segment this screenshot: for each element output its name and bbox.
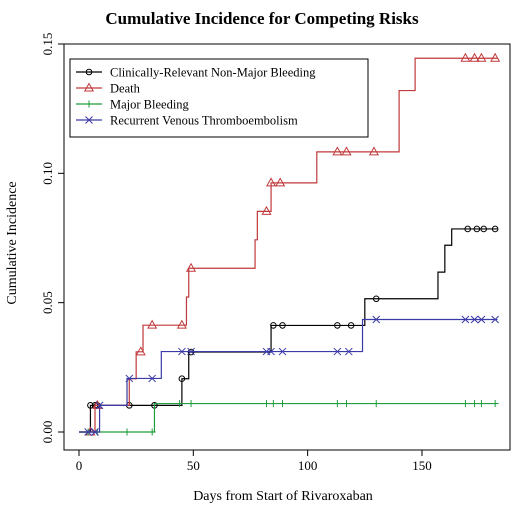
censor-marker-major-bleeding: [491, 400, 499, 408]
censor-marker-death: [490, 52, 501, 62]
censor-marker-recurrent-venous-thromboembolism: [344, 347, 353, 356]
censor-marker-clinically-relevant-non-major-bleeding: [178, 375, 186, 383]
censor-marker-recurrent-venous-thromboembolism: [267, 347, 275, 356]
censor-marker-recurrent-venous-thromboembolism: [372, 315, 381, 324]
series-recurrent-venous-thromboembolism: [79, 315, 499, 436]
legend-marker-major-bleeding: [85, 100, 93, 108]
y-tick-label: 0.15: [40, 33, 55, 56]
censor-marker-death: [460, 52, 471, 62]
x-tick-label: 100: [298, 458, 318, 473]
y-tick-label: 0.05: [40, 291, 55, 314]
series-clinically-relevant-non-major-bleeding: [79, 225, 499, 433]
censor-marker-death: [176, 319, 187, 329]
censor-marker-death: [266, 177, 277, 187]
censor-marker-major-bleeding: [187, 400, 195, 408]
series-line-major-bleeding: [79, 402, 498, 433]
x-tick-label: 50: [187, 458, 200, 473]
censor-marker-clinically-relevant-non-major-bleeding: [491, 225, 499, 233]
censor-marker-death: [341, 146, 352, 156]
censor-marker-recurrent-venous-thromboembolism: [461, 315, 470, 324]
censor-marker-recurrent-venous-thromboembolism: [477, 315, 486, 324]
censor-marker-death: [185, 262, 197, 272]
censor-marker-recurrent-venous-thromboembolism: [187, 347, 195, 356]
series-line-recurrent-venous-thromboembolism: [79, 318, 498, 433]
censor-marker-major-bleeding: [262, 400, 270, 408]
legend-label-clinically-relevant-non-major-bleeding: Clinically-Relevant Non-Major Bleeding: [110, 66, 316, 80]
censor-marker-recurrent-venous-thromboembolism: [125, 374, 134, 383]
censor-marker-clinically-relevant-non-major-bleeding: [279, 322, 286, 329]
y-axis-label: Cumulative Incidence: [5, 181, 20, 304]
censor-marker-recurrent-venous-thromboembolism: [491, 315, 499, 324]
censor-marker-clinically-relevant-non-major-bleeding: [270, 322, 277, 329]
censor-marker-clinically-relevant-non-major-bleeding: [464, 225, 472, 233]
legend-marker-death: [83, 82, 95, 92]
censor-marker-recurrent-venous-thromboembolism: [333, 347, 342, 356]
y-tick-label: 0.10: [40, 162, 55, 185]
censor-marker-major-bleeding: [123, 428, 131, 436]
censor-marker-major-bleeding: [372, 400, 380, 408]
censor-marker-clinically-relevant-non-major-bleeding: [347, 322, 355, 329]
censor-marker-death: [332, 146, 343, 156]
censor-marker-death: [135, 346, 146, 356]
censor-marker-major-bleeding: [333, 400, 341, 408]
x-tick-label: 150: [412, 458, 432, 473]
censor-marker-death: [476, 52, 487, 62]
x-axis: 0 50 100 150: [76, 449, 432, 473]
legend-label-death: Death: [110, 82, 141, 96]
censor-marker-death: [368, 146, 380, 156]
series-layer: [79, 52, 501, 436]
legend-label-major-bleeding: Major Bleeding: [110, 98, 190, 112]
censor-marker-death: [275, 177, 286, 187]
censor-marker-clinically-relevant-non-major-bleeding: [473, 225, 481, 233]
legend: Clinically-Relevant Non-Major Bleeding De…: [69, 58, 369, 138]
legend-marker-clinically-relevant-non-major-bleeding: [85, 68, 93, 76]
legend-marker-recurrent-venous-thromboembolism: [85, 116, 93, 124]
censor-marker-major-bleeding: [477, 400, 485, 408]
censor-marker-major-bleeding: [176, 400, 184, 408]
censor-marker-death: [261, 205, 272, 215]
censor-marker-recurrent-venous-thromboembolism: [148, 374, 157, 383]
y-axis: 0.00 0.05 0.10 0.15: [40, 33, 65, 444]
censor-marker-death: [147, 319, 158, 329]
chart-title: Cumulative Incidence for Competing Risks: [105, 9, 419, 28]
series-major-bleeding: [79, 400, 499, 436]
series-line-clinically-relevant-non-major-bleeding: [79, 228, 498, 433]
censor-marker-clinically-relevant-non-major-bleeding: [87, 402, 94, 409]
censor-marker-recurrent-venous-thromboembolism: [178, 347, 186, 356]
y-tick-label: 0.00: [40, 421, 55, 444]
x-tick-label: 0: [76, 458, 83, 473]
censor-marker-major-bleeding: [461, 400, 469, 408]
censor-marker-recurrent-venous-thromboembolism: [91, 428, 99, 436]
censor-marker-recurrent-venous-thromboembolism: [84, 428, 92, 436]
censor-marker-major-bleeding: [278, 400, 286, 408]
censor-marker-recurrent-venous-thromboembolism: [470, 315, 479, 324]
censor-marker-death: [469, 52, 480, 62]
censor-marker-major-bleeding: [471, 400, 479, 408]
censor-marker-clinically-relevant-non-major-bleeding: [334, 322, 341, 329]
censor-marker-major-bleeding: [148, 428, 156, 436]
censor-marker-major-bleeding: [343, 400, 351, 408]
censor-marker-clinically-relevant-non-major-bleeding: [480, 225, 488, 233]
censor-marker-recurrent-venous-thromboembolism: [95, 401, 104, 410]
legend-box: [69, 58, 369, 138]
censor-marker-recurrent-venous-thromboembolism: [278, 347, 287, 356]
censor-marker-major-bleeding: [269, 400, 277, 408]
censor-marker-clinically-relevant-non-major-bleeding: [372, 295, 380, 303]
x-axis-label: Days from Start of Rivaroxaban: [193, 489, 373, 504]
legend-label-recurrent-venous-thromboembolism: Recurrent Venous Thromboembolism: [110, 114, 298, 128]
